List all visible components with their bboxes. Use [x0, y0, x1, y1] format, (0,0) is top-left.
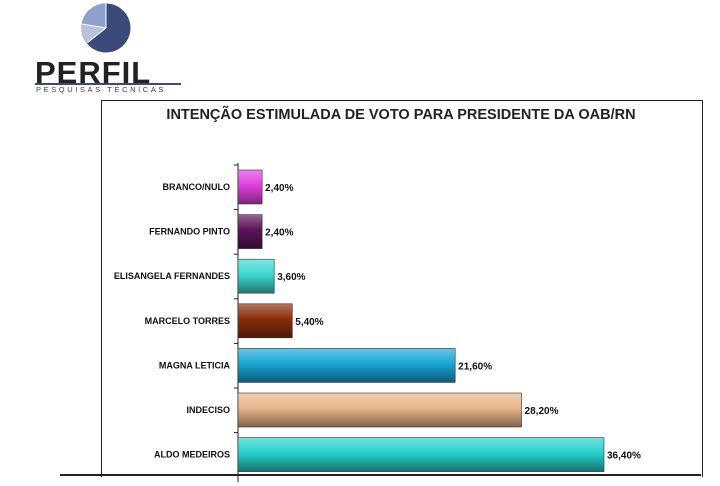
category-label: MAGNA LETICIA — [159, 360, 231, 370]
pie-logo-icon — [81, 3, 131, 53]
value-label: 36,40% — [607, 451, 641, 462]
value-label: 2,40% — [265, 183, 293, 194]
bar-indeciso — [237, 392, 522, 428]
chart-title: INTENÇÃO ESTIMULADA DE VOTO PARA PRESIDE… — [166, 107, 636, 123]
logo-underline — [35, 83, 181, 85]
value-label: 28,20% — [525, 406, 559, 417]
chart-panel-bottom-border — [60, 474, 701, 476]
category-label: MARCELO TORRES — [145, 316, 230, 326]
logo-tagline: PESQUISAS TÉCNICAS — [36, 85, 167, 94]
value-label: 21,60% — [458, 361, 492, 372]
category-label: BRANCO/NULO — [163, 182, 231, 192]
bar-magna-leticia — [237, 348, 456, 383]
bar-aldo-medeiros — [237, 437, 605, 472]
bar-marcelo-torres — [237, 303, 293, 339]
category-label: INDECISO — [186, 405, 230, 415]
value-label: 5,40% — [295, 317, 323, 328]
company-logo: PERFIL PESQUISAS TÉCNICAS — [35, 3, 185, 95]
value-label: 3,60% — [277, 272, 305, 283]
bar-elisangela-fernandes — [237, 258, 275, 294]
chart-panel — [101, 100, 703, 477]
category-label: ALDO MEDEIROS — [154, 450, 230, 460]
value-label: 2,40% — [265, 228, 293, 239]
bar-fernando-pinto — [237, 214, 263, 249]
category-label: FERNANDO PINTO — [149, 227, 230, 237]
category-label: ELISANGELA FERNANDES — [114, 271, 230, 281]
bar-branco-nulo — [237, 169, 263, 205]
logo-wordmark: PERFIL — [35, 55, 152, 90]
